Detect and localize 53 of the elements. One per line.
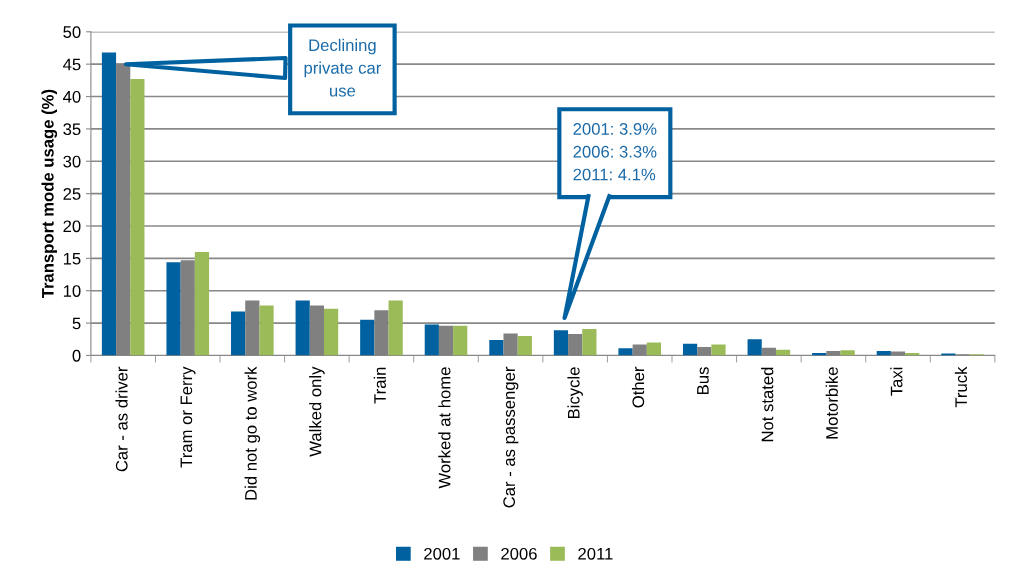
legend-label: 2006 [501, 547, 537, 560]
legend-label: 2001 [424, 547, 460, 560]
bar [711, 344, 726, 356]
y-tick-label: 30 [63, 155, 81, 168]
y-tick-label: 25 [63, 188, 81, 200]
bar [582, 328, 597, 356]
x-tick-label: Tram or Ferry [180, 366, 196, 468]
bar [388, 300, 403, 356]
bar [295, 300, 310, 356]
bar [101, 52, 117, 356]
bar [646, 342, 662, 356]
legend-label: 2011 [578, 547, 613, 560]
x-tick-label: Taxi [890, 367, 903, 396]
x-tick-label: Car - as passenger [503, 366, 519, 508]
bar [489, 339, 504, 356]
bar [453, 325, 468, 356]
bar [130, 79, 145, 356]
bar [840, 350, 855, 356]
x-tick-label: Bus [697, 367, 709, 394]
bar [231, 311, 246, 356]
x-tick-label: Truck [954, 366, 968, 408]
bar [323, 308, 339, 356]
y-tick-label: 0 [72, 349, 81, 362]
y-tick-label: 10 [63, 285, 81, 297]
y-tick-label: 50 [63, 26, 81, 38]
bar [553, 330, 569, 356]
bar [166, 262, 181, 356]
bar [194, 251, 210, 356]
annotation: Declining private car use [304, 38, 382, 97]
x-tick-label: Walked only [309, 366, 325, 457]
x-tick-label: Motorbike [825, 367, 838, 439]
y-axis-title: Transport mode usage (%) [41, 89, 58, 299]
y-tick-label: 35 [63, 123, 81, 136]
y-tick-label: 40 [63, 90, 81, 103]
x-tick-label: Train [373, 367, 386, 404]
x-tick-label: Did not go to work [244, 366, 261, 500]
bar [682, 343, 698, 356]
x-tick-label: Not stated [761, 367, 774, 442]
bar [517, 336, 532, 356]
bar [618, 348, 633, 356]
x-tick-label: Worked at home [438, 367, 451, 489]
y-tick-label: 5 [72, 317, 81, 330]
y-tick-label: 45 [63, 58, 81, 71]
bar [747, 339, 762, 356]
y-tick-label: 15 [63, 252, 81, 265]
bar [360, 319, 375, 356]
x-tick-label: Other [631, 366, 645, 408]
bar [259, 305, 274, 356]
x-tick-label: Bicycle [567, 367, 583, 419]
y-tick-label: 20 [63, 220, 81, 233]
annotation: 2001: 3.9% 2006: 3.3% 2011: 4.1% [573, 123, 657, 181]
bar [424, 324, 439, 356]
x-tick-label: Car - as driver [115, 366, 128, 472]
